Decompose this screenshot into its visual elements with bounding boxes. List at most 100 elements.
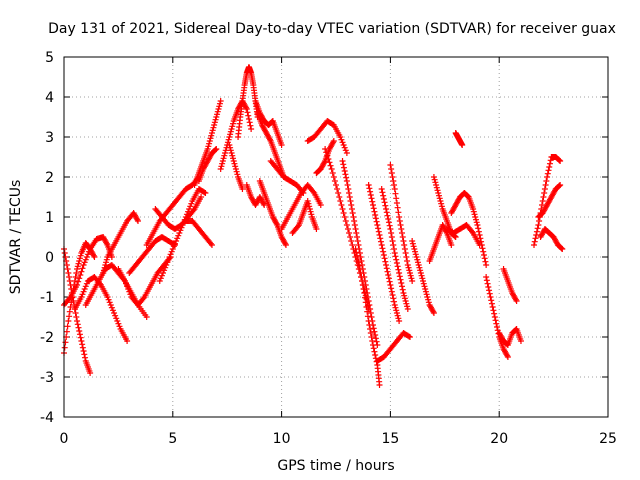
data-series-track-20	[252, 98, 285, 148]
y-tick-labels: -4 -3 -2 -1 0 1 2 3 4 5	[40, 50, 54, 426]
data-point	[402, 250, 409, 256]
data-point	[405, 333, 412, 340]
data-point	[340, 142, 347, 148]
data-point	[392, 190, 399, 197]
data-point	[397, 276, 404, 283]
data-point	[369, 342, 376, 348]
data-point	[162, 264, 169, 271]
data-point	[232, 166, 239, 172]
data-point	[207, 135, 214, 142]
data-point	[387, 162, 394, 168]
data-point	[378, 186, 385, 192]
data-point	[370, 205, 377, 212]
data-point	[347, 198, 354, 204]
data-point	[351, 222, 358, 228]
data-point	[399, 230, 406, 236]
data-point	[367, 326, 374, 332]
data-point	[310, 188, 317, 195]
data-point	[77, 252, 84, 259]
data-point	[243, 106, 250, 112]
data-point	[539, 198, 546, 204]
data-point	[211, 122, 218, 128]
data-point	[391, 250, 398, 256]
data-point	[494, 324, 501, 330]
data-point	[114, 318, 121, 324]
data-point	[198, 194, 205, 200]
data-series-track-1	[61, 246, 94, 376]
data-point	[79, 291, 86, 298]
data-point	[219, 160, 226, 167]
data-point	[306, 203, 313, 210]
data-point	[338, 202, 345, 208]
data-point	[546, 164, 553, 170]
data-point	[76, 331, 83, 338]
data-point	[433, 184, 440, 191]
data-point	[377, 235, 384, 242]
data-point	[222, 147, 229, 154]
data-point	[86, 248, 93, 255]
data-point	[294, 223, 301, 230]
x-axis-title: GPS time / hours	[277, 458, 394, 474]
data-point	[205, 143, 212, 150]
data-point	[160, 270, 167, 276]
data-point	[404, 262, 411, 268]
x-tick-label: 10	[273, 431, 291, 447]
data-point	[403, 300, 410, 307]
data-point	[370, 325, 377, 332]
data-point	[161, 267, 168, 274]
data-point	[330, 139, 337, 146]
data-point	[66, 295, 73, 302]
data-point	[473, 219, 480, 226]
data-point	[206, 138, 213, 144]
data-point	[482, 258, 489, 265]
data-point	[354, 252, 361, 259]
data-series-track-18	[243, 182, 268, 208]
data-point	[244, 109, 251, 116]
data-series-track-25	[304, 118, 350, 156]
data-point	[220, 155, 227, 162]
data-point	[409, 240, 416, 247]
data-point	[76, 275, 83, 282]
data-point	[532, 235, 539, 242]
data-point	[216, 103, 223, 110]
data-point	[365, 182, 372, 188]
data-point	[346, 194, 353, 200]
data-point	[306, 206, 313, 212]
data-point	[355, 259, 362, 266]
data-point	[307, 208, 314, 215]
data-point	[360, 286, 367, 292]
data-point	[404, 303, 411, 310]
data-point	[79, 344, 86, 351]
data-point	[379, 189, 386, 196]
data-point	[474, 222, 481, 228]
data-point	[411, 246, 418, 252]
data-point	[356, 250, 363, 256]
data-point	[337, 198, 344, 204]
data-point	[343, 222, 350, 228]
x-tick-labels: 0 5 10 15 20 25	[60, 431, 617, 447]
data-point	[354, 238, 361, 244]
data-point	[64, 266, 71, 272]
data-point	[227, 147, 234, 154]
data-point	[340, 161, 347, 168]
data-point	[322, 146, 329, 152]
data-point	[167, 251, 174, 258]
y-axis-title: SDTVAR / TECUs	[8, 180, 24, 295]
data-point	[385, 275, 392, 282]
data-point	[106, 299, 113, 306]
data-point	[484, 280, 491, 287]
data-point	[432, 179, 439, 186]
data-point	[430, 308, 437, 315]
data-point	[127, 291, 134, 298]
data-point	[436, 195, 443, 202]
data-point	[388, 166, 395, 172]
data-point	[335, 190, 342, 196]
data-point	[219, 158, 226, 164]
data-point	[384, 212, 391, 219]
data-point	[231, 160, 238, 167]
data-point	[134, 218, 141, 224]
data-point	[103, 256, 110, 263]
data-point	[226, 134, 233, 140]
data-point	[359, 278, 366, 284]
data-point	[233, 168, 240, 175]
